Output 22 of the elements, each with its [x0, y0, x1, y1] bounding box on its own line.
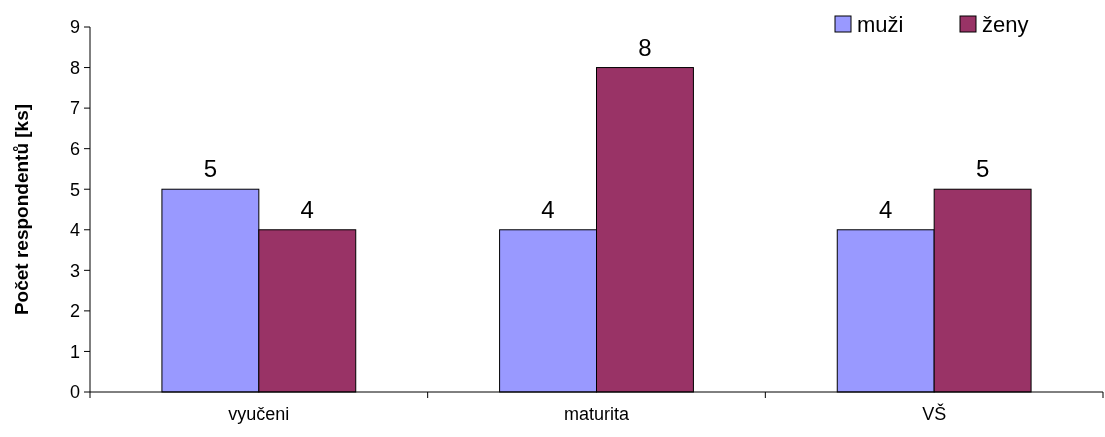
y-tick-label: 5 [69, 179, 80, 200]
data-label: 8 [638, 33, 652, 61]
data-label: 5 [975, 155, 990, 183]
y-tick-label: 2 [69, 301, 80, 322]
legend-label: ženy [982, 12, 1029, 37]
y-tick-label: 9 [69, 17, 80, 38]
data-label: 4 [541, 195, 555, 223]
data-label: 5 [203, 155, 218, 183]
x-tick-label: maturita [563, 404, 630, 424]
y-axis-title: Počet respondentů [ks] [11, 103, 32, 316]
y-tick-label: 7 [69, 98, 80, 119]
y-tick-label: 3 [69, 260, 80, 281]
y-tick-label: 1 [69, 341, 80, 362]
x-tick-label: vyučeni [228, 404, 290, 424]
data-label: 4 [300, 195, 314, 223]
data-label: 4 [879, 195, 893, 223]
y-tick-label: 4 [69, 220, 80, 241]
y-tick-label: 8 [69, 57, 80, 78]
x-tick-label: VŠ [922, 403, 947, 424]
legend-label: muži [857, 12, 904, 37]
y-tick-label: 0 [69, 382, 80, 403]
y-tick-label: 6 [69, 138, 80, 159]
